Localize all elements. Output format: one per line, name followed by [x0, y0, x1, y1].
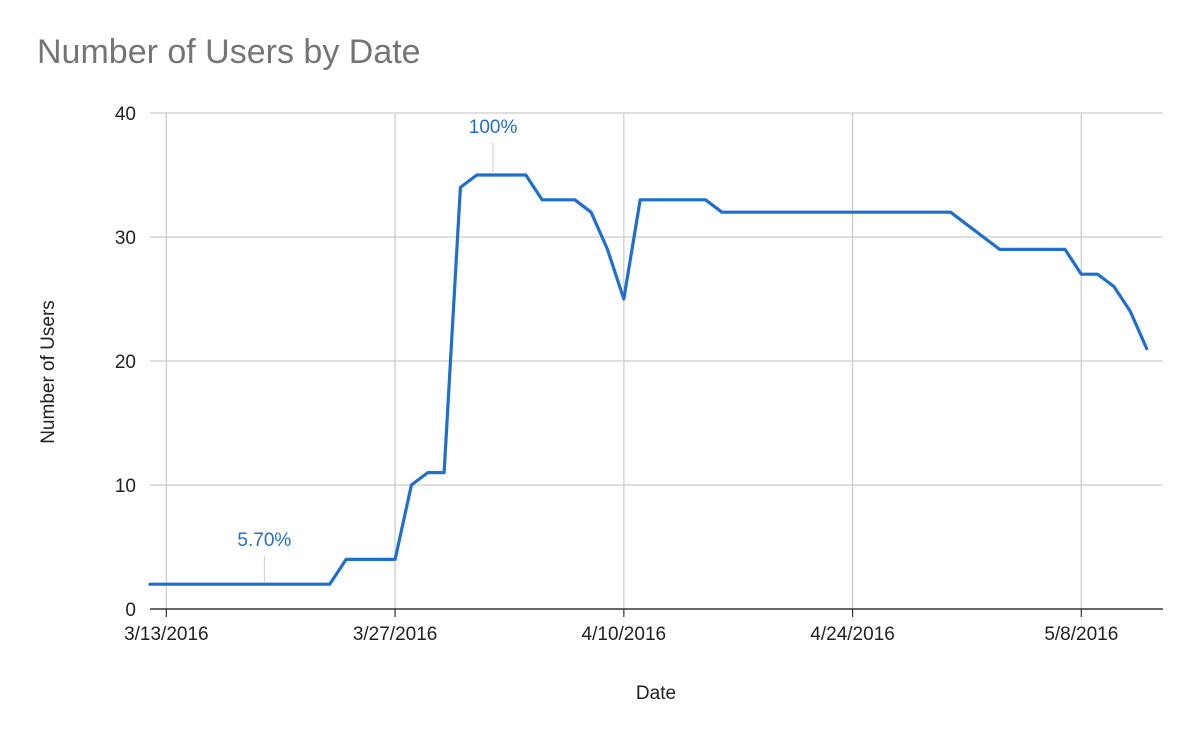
y-tick-label: 10 [115, 476, 136, 497]
series-line [148, 173, 1149, 586]
annotation-label: 5.70% [237, 530, 291, 551]
annotation-layer: 5.70% 100% [237, 117, 518, 582]
x-tick-label: 4/10/2016 [582, 624, 667, 645]
x-tick-label: 3/27/2016 [353, 624, 438, 645]
y-tick-label: 40 [115, 104, 136, 125]
annotation-label: 100% [469, 117, 518, 138]
y-tick-label: 30 [115, 228, 136, 249]
y-tick-label: 0 [125, 600, 136, 621]
chart-title: Number of Users by Date [37, 33, 421, 71]
grid-layer [150, 112, 1163, 609]
x-tick-label: 4/24/2016 [810, 624, 895, 645]
series-layer [148, 173, 1149, 586]
axis-layer: 0 10 20 30 40 3/13/2016 3/27/2016 4/10/2016 4/24… [115, 104, 1163, 645]
y-axis-title: Number of Users [38, 300, 59, 444]
y-tick-label: 20 [115, 352, 136, 373]
x-tick-label: 5/8/2016 [1044, 624, 1118, 645]
x-tick-label: 3/13/2016 [124, 624, 209, 645]
x-axis-title: Date [636, 683, 676, 704]
